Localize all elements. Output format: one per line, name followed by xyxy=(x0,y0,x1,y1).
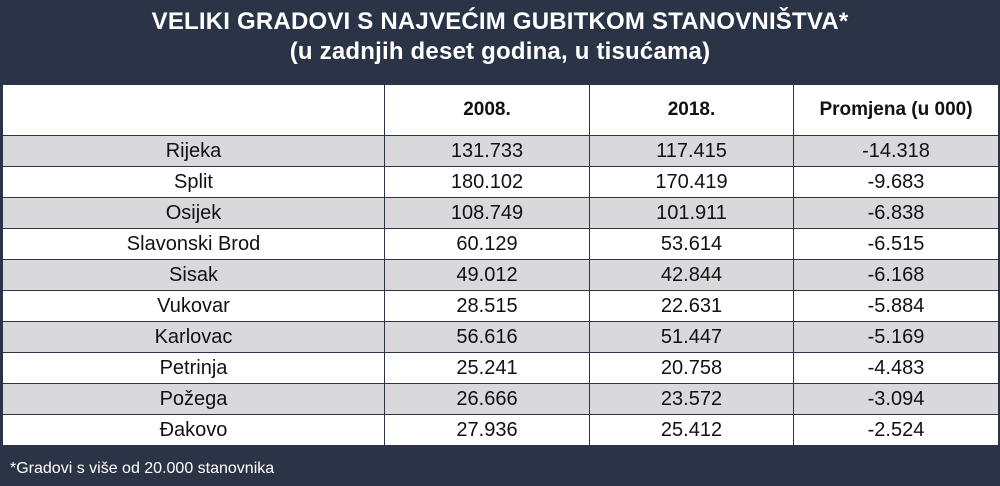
cell-2018: 23.572 xyxy=(589,383,794,415)
cell-city: Sisak xyxy=(2,259,385,291)
table-row: Sisak 49.012 42.844 -6.168 xyxy=(2,259,999,291)
cell-city: Split xyxy=(2,166,385,198)
cell-2008: 108.749 xyxy=(384,197,590,229)
cell-change: -3.094 xyxy=(793,383,999,415)
cell-city: Rijeka xyxy=(2,135,385,167)
cell-change: -6.515 xyxy=(793,228,999,260)
cell-2008: 60.129 xyxy=(384,228,590,260)
table-row: Petrinja 25.241 20.758 -4.483 xyxy=(2,352,999,384)
table-row: Požega 26.666 23.572 -3.094 xyxy=(2,383,999,415)
cell-city: Vukovar xyxy=(2,290,385,322)
cell-2008: 26.666 xyxy=(384,383,590,415)
cell-city: Karlovac xyxy=(2,321,385,353)
table-row: Đakovo 27.936 25.412 -2.524 xyxy=(2,414,999,446)
cell-change: -6.168 xyxy=(793,259,999,291)
cell-2018: 117.415 xyxy=(589,135,794,167)
cell-2018: 53.614 xyxy=(589,228,794,260)
header-2008: 2008. xyxy=(384,84,590,136)
cell-city: Požega xyxy=(2,383,385,415)
table-row: Rijeka 131.733 117.415 -14.318 xyxy=(2,135,999,167)
table-row: Vukovar 28.515 22.631 -5.884 xyxy=(2,290,999,322)
table-row: Split 180.102 170.419 -9.683 xyxy=(2,166,999,198)
cell-2018: 42.844 xyxy=(589,259,794,291)
header-change: Promjena (u 000) xyxy=(793,84,999,136)
page-subtitle: (u zadnjih deset godina, u tisućama) xyxy=(289,38,711,65)
cell-change: -6.838 xyxy=(793,197,999,229)
table-row: Karlovac 56.616 51.447 -5.169 xyxy=(2,321,999,353)
table-body: Rijeka 131.733 117.415 -14.318 Split 180.102 1… xyxy=(2,135,999,446)
table-row: Slavonski Brod 60.129 53.614 -6.515 xyxy=(2,228,999,260)
cell-change: -5.884 xyxy=(793,290,999,322)
title-block: VELIKI GRADOVI S NAJVEĆIM GUBITKOM STANO… xyxy=(0,0,1000,82)
header-city xyxy=(2,84,385,136)
cell-2018: 170.419 xyxy=(589,166,794,198)
cell-city: Đakovo xyxy=(2,414,385,446)
cell-change: -9.683 xyxy=(793,166,999,198)
cell-2008: 28.515 xyxy=(384,290,590,322)
population-table: 2008. 2018. Promjena (u 000) Rijeka 131.7… xyxy=(2,84,999,446)
cell-2008: 25.241 xyxy=(384,352,590,384)
header-2018: 2018. xyxy=(589,84,794,136)
cell-2008: 56.616 xyxy=(384,321,590,353)
cell-change: -5.169 xyxy=(793,321,999,353)
cell-city: Osijek xyxy=(2,197,385,229)
cell-2008: 131.733 xyxy=(384,135,590,167)
cell-change: -2.524 xyxy=(793,414,999,446)
page-title: VELIKI GRADOVI S NAJVEĆIM GUBITKOM STANO… xyxy=(151,8,849,35)
cell-2008: 180.102 xyxy=(384,166,590,198)
cell-change: -4.483 xyxy=(793,352,999,384)
cell-2018: 51.447 xyxy=(589,321,794,353)
cell-2018: 25.412 xyxy=(589,414,794,446)
cell-city: Slavonski Brod xyxy=(2,228,385,260)
header-row: 2008. 2018. Promjena (u 000) xyxy=(2,84,999,136)
cell-2008: 49.012 xyxy=(384,259,590,291)
cell-2008: 27.936 xyxy=(384,414,590,446)
table-row: Osijek 108.749 101.911 -6.838 xyxy=(2,197,999,229)
cell-2018: 101.911 xyxy=(589,197,794,229)
cell-city: Petrinja xyxy=(2,352,385,384)
cell-change: -14.318 xyxy=(793,135,999,167)
cell-2018: 20.758 xyxy=(589,352,794,384)
footnote: *Gradovi s više od 20.000 stanovnika xyxy=(10,460,275,477)
cell-2018: 22.631 xyxy=(589,290,794,322)
